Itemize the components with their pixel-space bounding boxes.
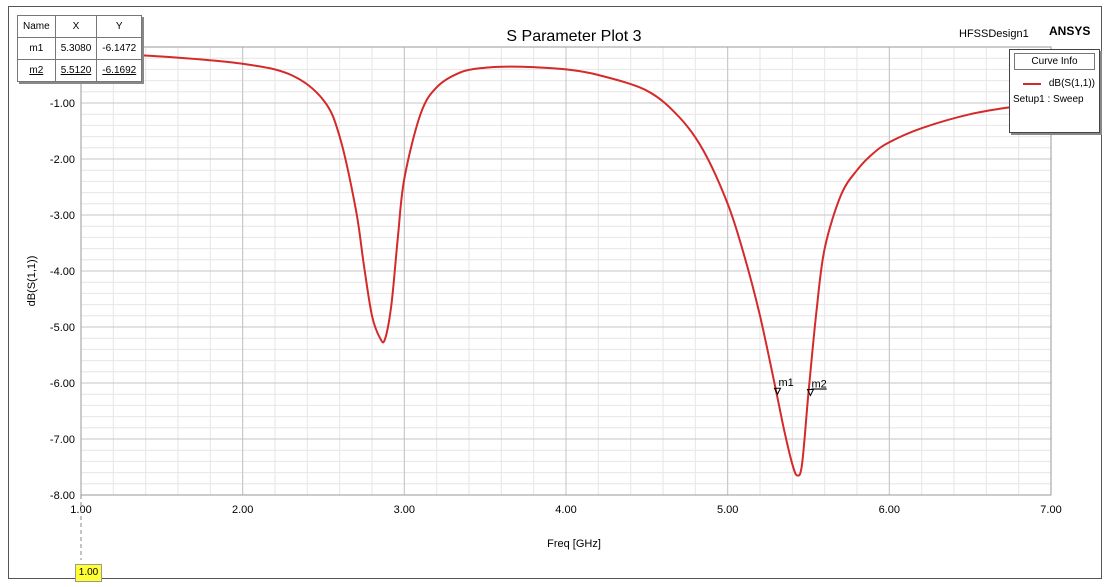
- marker-y: -6.1692: [96, 59, 143, 82]
- y-tick-label: -3.00: [50, 210, 75, 222]
- marker-label-m2: m2: [811, 378, 826, 390]
- marker-table-header: Name X Y: [17, 15, 143, 38]
- x-tick-label: 2.00: [232, 504, 253, 516]
- ansys-logo: ANSYS: [1049, 24, 1090, 38]
- legend-entry-s11[interactable]: dB(S(1,1)): [1010, 78, 1099, 89]
- x-tick-label: 4.00: [555, 504, 576, 516]
- x-tick-label: 6.00: [879, 504, 900, 516]
- marker-row-m2[interactable]: m2 5.5120 -6.1692: [17, 59, 143, 82]
- legend-entry-label: dB(S(1,1)): [1048, 78, 1095, 89]
- plot-window: S Parameter Plot 3 HFSSDesign1 ANSYS 1.0…: [8, 6, 1102, 582]
- plot-title: S Parameter Plot 3: [506, 28, 641, 45]
- marker-layer: m1 m2: [773, 377, 827, 397]
- marker-x: 5.3080: [54, 37, 98, 60]
- plot-canvas: S Parameter Plot 3 HFSSDesign1 ANSYS 1.0…: [26, 24, 1090, 560]
- y-tick-label: -1.00: [50, 98, 75, 110]
- y-tick-label: -2.00: [50, 154, 75, 166]
- legend-setup-label: Setup1 : Sweep: [1013, 94, 1084, 105]
- curve-info-legend[interactable]: Curve Info dB(S(1,1)) Setup1 : Sweep: [1009, 49, 1100, 133]
- y-tick-label: -4.00: [50, 266, 75, 278]
- y-tick-label: -6.00: [50, 378, 75, 390]
- tick-labels: 1.00 2.00 3.00 4.00 5.00 6.00 7.00-1.00-2.00-3…: [50, 98, 1062, 516]
- grid-lines: [80, 46, 1052, 496]
- legend-swatch: [1022, 82, 1041, 85]
- col-x: X: [54, 15, 98, 38]
- marker-name: m2: [17, 59, 56, 82]
- marker-triangle-m2[interactable]: [806, 388, 815, 397]
- y-axis-label: dB(S(1,1)): [26, 256, 38, 307]
- x-tick-label: 7.00: [1040, 504, 1061, 516]
- x-axis-label: Freq [GHz]: [547, 538, 601, 550]
- marker-x: 5.5120: [54, 59, 98, 82]
- y-tick-label: -8.00: [50, 490, 75, 502]
- y-tick-label: -5.00: [50, 322, 75, 334]
- marker-triangle-m1[interactable]: [773, 387, 782, 396]
- x-tick-label: 5.00: [717, 504, 738, 516]
- plot-area-border: [80, 46, 1052, 496]
- marker-y: -6.1472: [96, 37, 143, 60]
- x-tick-label: 3.00: [394, 504, 415, 516]
- marker-row-m1[interactable]: m1 5.3080 -6.1472: [17, 37, 143, 60]
- design-name: HFSSDesign1: [959, 28, 1029, 40]
- marker-label-m1: m1: [778, 377, 793, 389]
- col-name: Name: [17, 15, 56, 38]
- marker-name: m1: [17, 37, 56, 60]
- series-line-s11[interactable]: [80, 51, 1052, 477]
- col-y: Y: [96, 15, 143, 38]
- cursor-value-label[interactable]: 1.00: [75, 564, 102, 582]
- curve-info-title: Curve Info: [1014, 53, 1095, 70]
- y-tick-label: -7.00: [50, 434, 75, 446]
- marker-table[interactable]: Name X Y m1 5.3080 -6.1472 m2 5.5120 -6.…: [17, 15, 143, 82]
